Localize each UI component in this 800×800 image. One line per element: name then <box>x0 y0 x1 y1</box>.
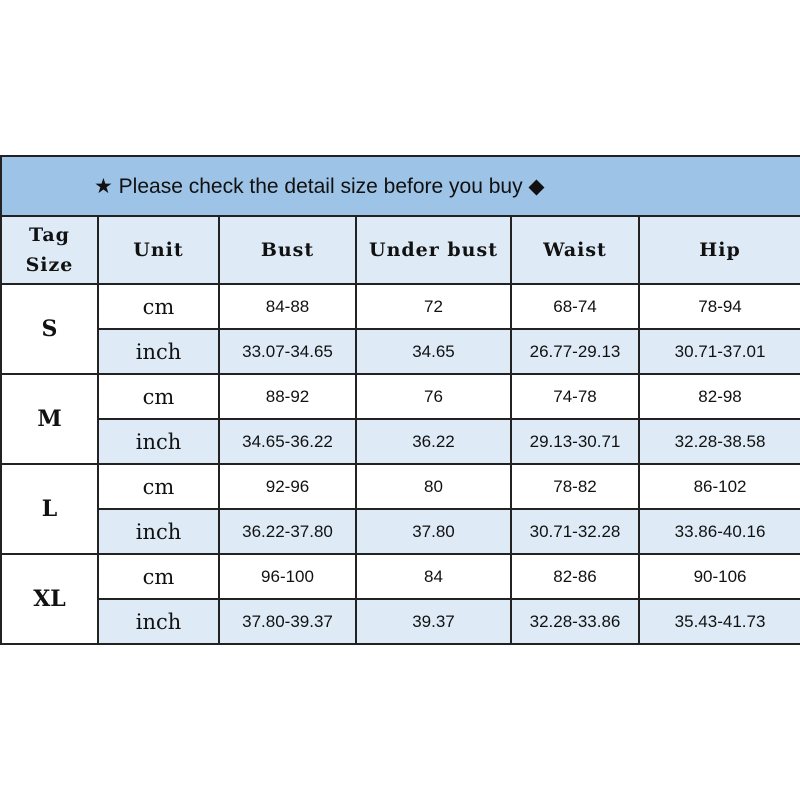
size-label: XL <box>0 553 99 645</box>
measurement-cell: 33.86-40.16 <box>637 508 800 555</box>
header-unit: Unit <box>97 215 220 285</box>
size-chart-table: ★ Please check the detail size before yo… <box>0 155 800 645</box>
measurement-cell: 80 <box>355 463 512 510</box>
measurement-cell: 33.07-34.65 <box>218 328 357 375</box>
size-label: S <box>0 283 99 375</box>
measurement-cell: 36.22-37.80 <box>218 508 357 555</box>
measurement-cell: 78-94 <box>637 283 800 330</box>
measurement-cell: 39.37 <box>355 598 512 645</box>
measurement-cell: 76 <box>355 373 512 420</box>
measurement-cell: 32.28-38.58 <box>637 418 800 465</box>
banner-title: ★ Please check the detail size before yo… <box>0 155 800 217</box>
measurement-cell: 30.71-32.28 <box>510 508 640 555</box>
header-waist: Waist <box>510 215 640 285</box>
size-label: L <box>0 463 99 555</box>
measurement-cell: 74-78 <box>510 373 640 420</box>
measurement-cell: 96-100 <box>218 553 357 600</box>
measurement-cell: 86-102 <box>637 463 800 510</box>
measurement-cell: 82-86 <box>510 553 640 600</box>
measurement-cell: 82-98 <box>637 373 800 420</box>
measurement-cell: 37.80 <box>355 508 512 555</box>
measurement-cell: 78-82 <box>510 463 640 510</box>
size-label: M <box>0 373 99 465</box>
unit-label: inch <box>97 508 220 555</box>
table-row: inch 34.65-36.22 36.22 29.13-30.71 32.28-38.… <box>1 418 800 465</box>
table-row: inch 33.07-34.65 34.65 26.77-29.13 30.71-37.… <box>1 328 800 375</box>
unit-label: inch <box>97 418 220 465</box>
measurement-cell: 88-92 <box>218 373 357 420</box>
unit-label: cm <box>97 463 220 510</box>
measurement-cell: 37.80-39.37 <box>218 598 357 645</box>
measurement-cell: 36.22 <box>355 418 512 465</box>
header-tag-size: Tag Size <box>0 215 99 285</box>
measurement-cell: 68-74 <box>510 283 640 330</box>
unit-label: cm <box>97 553 220 600</box>
table-row: inch 37.80-39.37 39.37 32.28-33.86 35.43-41.… <box>1 598 800 645</box>
header-hip: Hip <box>637 215 800 285</box>
measurement-cell: 35.43-41.73 <box>637 598 800 645</box>
measurement-cell: 29.13-30.71 <box>510 418 640 465</box>
header-under-bust: Under bust <box>355 215 512 285</box>
unit-label: inch <box>97 328 220 375</box>
unit-label: inch <box>97 598 220 645</box>
header-bust: Bust <box>218 215 357 285</box>
measurement-cell: 34.65-36.22 <box>218 418 357 465</box>
unit-label: cm <box>97 373 220 420</box>
table-row: inch 36.22-37.80 37.80 30.71-32.28 33.86-40.… <box>1 508 800 555</box>
unit-label: cm <box>97 283 220 330</box>
table-row: XL cm 96-100 84 82-86 90-106 <box>0 553 800 645</box>
measurement-cell: 84-88 <box>218 283 357 330</box>
measurement-cell: 26.77-29.13 <box>510 328 640 375</box>
measurement-cell: 72 <box>355 283 512 330</box>
measurement-cell: 34.65 <box>355 328 512 375</box>
measurement-cell: 84 <box>355 553 512 600</box>
measurement-cell: 30.71-37.01 <box>637 328 800 375</box>
measurement-cell: 32.28-33.86 <box>510 598 640 645</box>
measurement-cell: 90-106 <box>637 553 800 600</box>
measurement-cell: 92-96 <box>218 463 357 510</box>
